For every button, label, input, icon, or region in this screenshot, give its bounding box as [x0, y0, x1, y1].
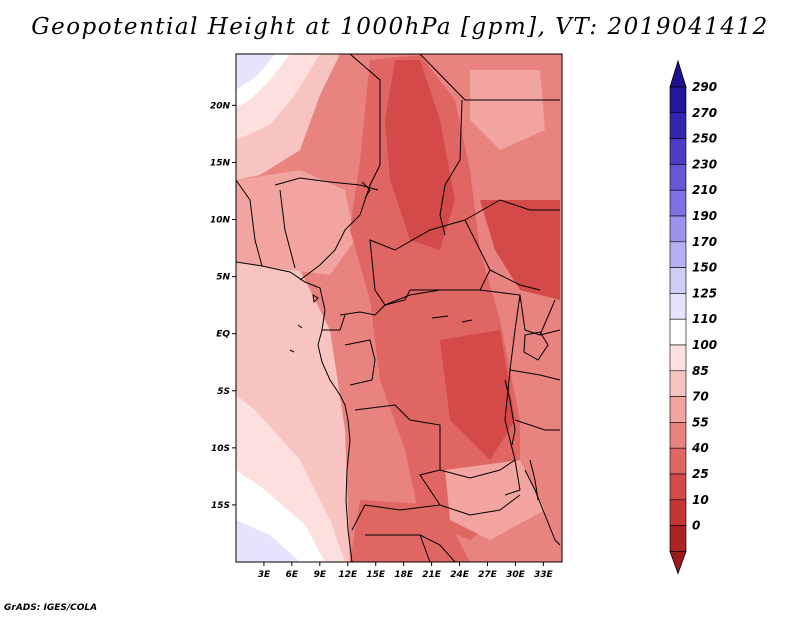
colorbar-label: 100 — [692, 338, 717, 352]
plot-frame — [235, 53, 563, 563]
height-field — [236, 54, 562, 562]
colorbar-label: 10 — [692, 493, 709, 507]
lat-tick-label: 15N — [210, 158, 231, 168]
colorbar-label: 70 — [692, 390, 709, 404]
colorbar-swatch — [669, 422, 687, 449]
lon-tick-label: 3E — [258, 570, 271, 580]
lon-tick-label: 24E — [450, 570, 470, 580]
lon-tick-label: 33E — [534, 570, 554, 580]
lon-tick-label: 12E — [338, 570, 358, 580]
field-west-85 — [236, 170, 355, 275]
colorbar-swatch — [669, 473, 687, 501]
colorbar-label: 290 — [692, 80, 717, 94]
country-borders — [236, 54, 561, 562]
lake-malawi — [529, 459, 539, 501]
colorbar-swatch — [669, 293, 687, 320]
lake-tanganyika — [504, 379, 516, 446]
colorbar-label: 85 — [692, 364, 709, 378]
border-sahara — [349, 54, 381, 201]
field-ne-70 — [470, 70, 545, 150]
colorbar-swatch — [669, 447, 687, 475]
border-uganda-kenya — [519, 294, 561, 336]
border-egypt-sudan — [419, 54, 560, 101]
colorbar-swatch — [669, 138, 687, 165]
border-chad-sudan — [439, 99, 463, 236]
axis-ticks: 3E 6E 9E 12E 15E 18E 21E 24E 27E 30E 33E 20N 15N 10N 5… — [210, 101, 554, 580]
map-title: Geopotential Height at 1000hPa [gpm], VT… — [31, 14, 769, 40]
colorbar-label: 250 — [692, 132, 717, 146]
colorbar-swatch — [669, 112, 687, 139]
colorbar: 2902702502302101901701501251101008570554… — [669, 59, 717, 575]
lake-chad — [361, 181, 371, 199]
border-zambia — [439, 459, 521, 516]
lon-tick-label: 27E — [478, 570, 498, 580]
colorbar-label: 40 — [691, 441, 709, 455]
border-south-sudan — [464, 199, 560, 291]
border-nigeria-cameroon — [299, 199, 366, 281]
border-namibia-botswana — [365, 534, 456, 562]
field-interior-25 — [385, 60, 455, 250]
colorbar-bottom-arrow — [669, 551, 687, 575]
border-tanzania — [509, 369, 561, 431]
lat-tick-label: 10S — [211, 444, 230, 454]
colorbar-swatch — [669, 318, 687, 346]
colorbar-label: 190 — [692, 209, 717, 223]
grads-credit: GrADS: IGES/COLA — [4, 603, 98, 613]
field-east-25 — [480, 200, 560, 300]
colorbar-label: 125 — [692, 286, 717, 300]
lat-tick-label: 20N — [210, 101, 231, 111]
colorbar-label: 170 — [692, 235, 717, 249]
colorbar-swatch — [669, 525, 687, 552]
colorbar-label: 55 — [692, 415, 709, 429]
colorbar-swatch — [669, 499, 687, 526]
colorbar-label: 25 — [692, 467, 709, 481]
colorbar-swatch — [669, 267, 687, 294]
colorbar-swatch — [669, 164, 687, 191]
colorbar-label: 230 — [692, 157, 717, 171]
colorbar-label: 0 — [692, 519, 700, 533]
colorbar-label: 110 — [692, 312, 717, 326]
lat-tick-label: 5N — [216, 273, 230, 283]
colorbar-label: 270 — [692, 106, 717, 120]
field-se-70 — [445, 460, 545, 540]
colorbar-label: 150 — [692, 261, 717, 275]
border-angola — [351, 404, 441, 531]
colorbar-swatch — [669, 215, 687, 243]
field-congo-25 — [440, 330, 515, 460]
colorbar-top-arrow — [669, 59, 687, 88]
gulf-islands — [289, 324, 303, 353]
colorbar-swatch — [669, 396, 687, 423]
lon-tick-label: 6E — [286, 570, 299, 580]
lon-tick-label: 9E — [314, 570, 327, 580]
colorbar-swatch — [669, 86, 687, 114]
colorbar-swatch — [669, 370, 687, 397]
coastline — [236, 261, 353, 562]
border-west-africa — [236, 179, 296, 269]
lake-volta-area — [431, 315, 473, 323]
lat-tick-label: 5S — [217, 387, 230, 397]
colorbar-swatch — [669, 344, 687, 372]
field-nw-band-125 — [236, 54, 275, 90]
lon-tick-label: 30E — [506, 570, 526, 580]
field-south-40 — [350, 500, 470, 562]
border-malawi-moz — [524, 469, 561, 546]
lake-victoria — [523, 331, 549, 361]
border-congo-drc — [339, 289, 521, 496]
lat-tick-label: EQ — [216, 330, 230, 340]
border-gabon-congo — [322, 314, 376, 386]
lat-tick-label: 10N — [210, 216, 231, 226]
lon-tick-label: 21E — [422, 570, 442, 580]
lon-tick-label: 18E — [394, 570, 414, 580]
lon-tick-label: 15E — [366, 570, 386, 580]
colorbar-label: 210 — [692, 183, 717, 197]
colorbar-swatch — [669, 241, 687, 268]
field-ocean-band-125 — [236, 520, 300, 562]
bioko-island — [312, 294, 319, 304]
lat-tick-label: 15S — [211, 501, 230, 511]
colorbar-swatch — [669, 189, 687, 217]
